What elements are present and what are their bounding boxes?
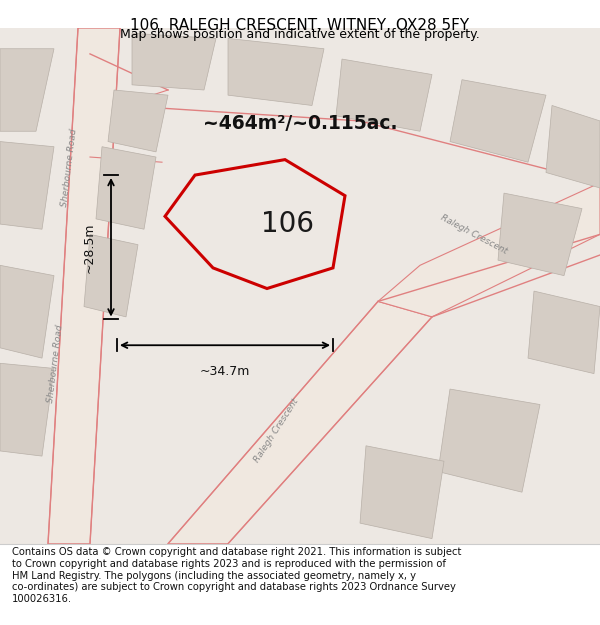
Polygon shape (360, 446, 444, 539)
Text: HM Land Registry. The polygons (including the associated geometry, namely x, y: HM Land Registry. The polygons (includin… (12, 571, 416, 581)
Text: Ralegh Crescent: Ralegh Crescent (439, 213, 509, 256)
Polygon shape (108, 90, 168, 152)
Polygon shape (498, 193, 582, 276)
Polygon shape (228, 39, 324, 106)
Text: 106: 106 (261, 211, 314, 238)
Polygon shape (0, 265, 54, 358)
Polygon shape (0, 141, 54, 229)
Polygon shape (84, 234, 138, 317)
Polygon shape (0, 49, 54, 131)
Polygon shape (168, 301, 432, 544)
Polygon shape (336, 59, 432, 131)
Text: Ralegh Crescent: Ralegh Crescent (252, 397, 300, 464)
Text: to Crown copyright and database rights 2023 and is reproduced with the permissio: to Crown copyright and database rights 2… (12, 559, 446, 569)
Polygon shape (450, 79, 546, 162)
Text: ~28.5m: ~28.5m (83, 222, 96, 272)
Text: 106, RALEGH CRESCENT, WITNEY, OX28 5FY: 106, RALEGH CRESCENT, WITNEY, OX28 5FY (130, 18, 470, 32)
Text: co-ordinates) are subject to Crown copyright and database rights 2023 Ordnance S: co-ordinates) are subject to Crown copyr… (12, 582, 456, 592)
Polygon shape (0, 363, 54, 456)
Text: ~34.7m: ~34.7m (200, 365, 250, 378)
Polygon shape (48, 28, 120, 544)
Polygon shape (96, 147, 156, 229)
Text: Contains OS data © Crown copyright and database right 2021. This information is : Contains OS data © Crown copyright and d… (12, 547, 461, 557)
Text: Map shows position and indicative extent of the property.: Map shows position and indicative extent… (120, 28, 480, 41)
Polygon shape (438, 389, 540, 492)
Polygon shape (546, 106, 600, 188)
Text: 100026316.: 100026316. (12, 594, 72, 604)
Polygon shape (0, 28, 600, 544)
Polygon shape (528, 291, 600, 374)
Polygon shape (378, 182, 600, 317)
Polygon shape (132, 33, 216, 90)
Text: Sherbourne Road: Sherbourne Road (60, 127, 78, 207)
Text: ~464m²/~0.115ac.: ~464m²/~0.115ac. (203, 114, 397, 133)
Text: Sherbourne Road: Sherbourne Road (46, 324, 64, 403)
